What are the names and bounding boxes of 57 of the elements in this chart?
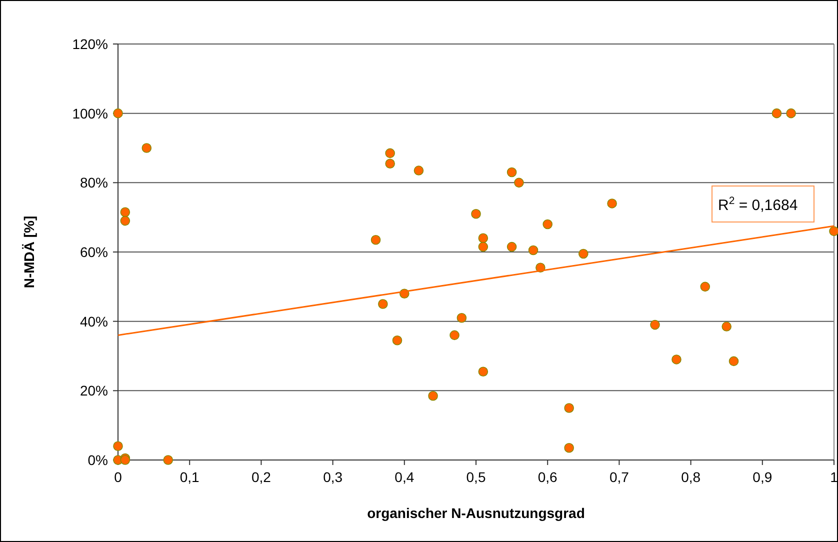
y-tick-label: 60% (80, 244, 108, 260)
point (650, 320, 660, 330)
point (514, 178, 524, 188)
point (722, 322, 732, 332)
point (564, 403, 574, 413)
y-tick-label: 120% (72, 36, 108, 52)
x-tick-label: 1 (830, 469, 838, 485)
point (370, 234, 381, 245)
x-axis-title: organischer N-Ausnutzungsgrad (367, 505, 585, 521)
point (163, 455, 174, 465)
point (478, 366, 488, 376)
point (772, 108, 782, 118)
y-tick-label: 20% (80, 382, 108, 399)
point (829, 226, 838, 236)
y-tick-label: 0% (88, 452, 108, 468)
point (378, 299, 388, 309)
point (528, 245, 538, 256)
point (478, 242, 488, 252)
x-tick-label: 0,7 (609, 469, 630, 485)
point (385, 148, 395, 158)
y-tick-label: 40% (80, 313, 108, 330)
point (506, 242, 517, 252)
point (542, 219, 552, 230)
point (672, 354, 682, 364)
x-tick-label: 0,9 (752, 469, 772, 485)
point (607, 198, 617, 208)
y-axis-title: N-MDÄ [%] (21, 216, 37, 288)
annotation: R$^{2}$ = 0,1684 (718, 195, 798, 214)
y-tick-label: 100% (72, 105, 108, 122)
point (728, 356, 739, 366)
point (113, 441, 123, 452)
point (786, 108, 796, 118)
point (142, 143, 152, 153)
x-tick-label: 0 (114, 469, 122, 485)
point (120, 216, 130, 226)
point (578, 248, 588, 259)
point (113, 108, 123, 118)
x-tick-label: 0,2 (251, 469, 272, 485)
x-tick-label: 0,4 (394, 469, 414, 485)
point (385, 158, 395, 168)
point (392, 336, 402, 346)
point (428, 390, 438, 401)
x-tick-label: 0,8 (681, 469, 701, 485)
point (414, 166, 424, 176)
point (478, 233, 488, 244)
point (450, 330, 460, 340)
point (506, 167, 517, 178)
point (471, 208, 481, 219)
y-tick-label: 80% (80, 174, 108, 191)
point (700, 282, 710, 292)
x-tick-label: 0,5 (466, 469, 486, 485)
x-tick-label: 0,6 (538, 469, 558, 485)
x-tick-label: 0,3 (323, 469, 343, 485)
point (564, 442, 574, 453)
point (456, 312, 467, 323)
point (120, 207, 130, 218)
x-tick-label: 0,1 (180, 469, 200, 485)
